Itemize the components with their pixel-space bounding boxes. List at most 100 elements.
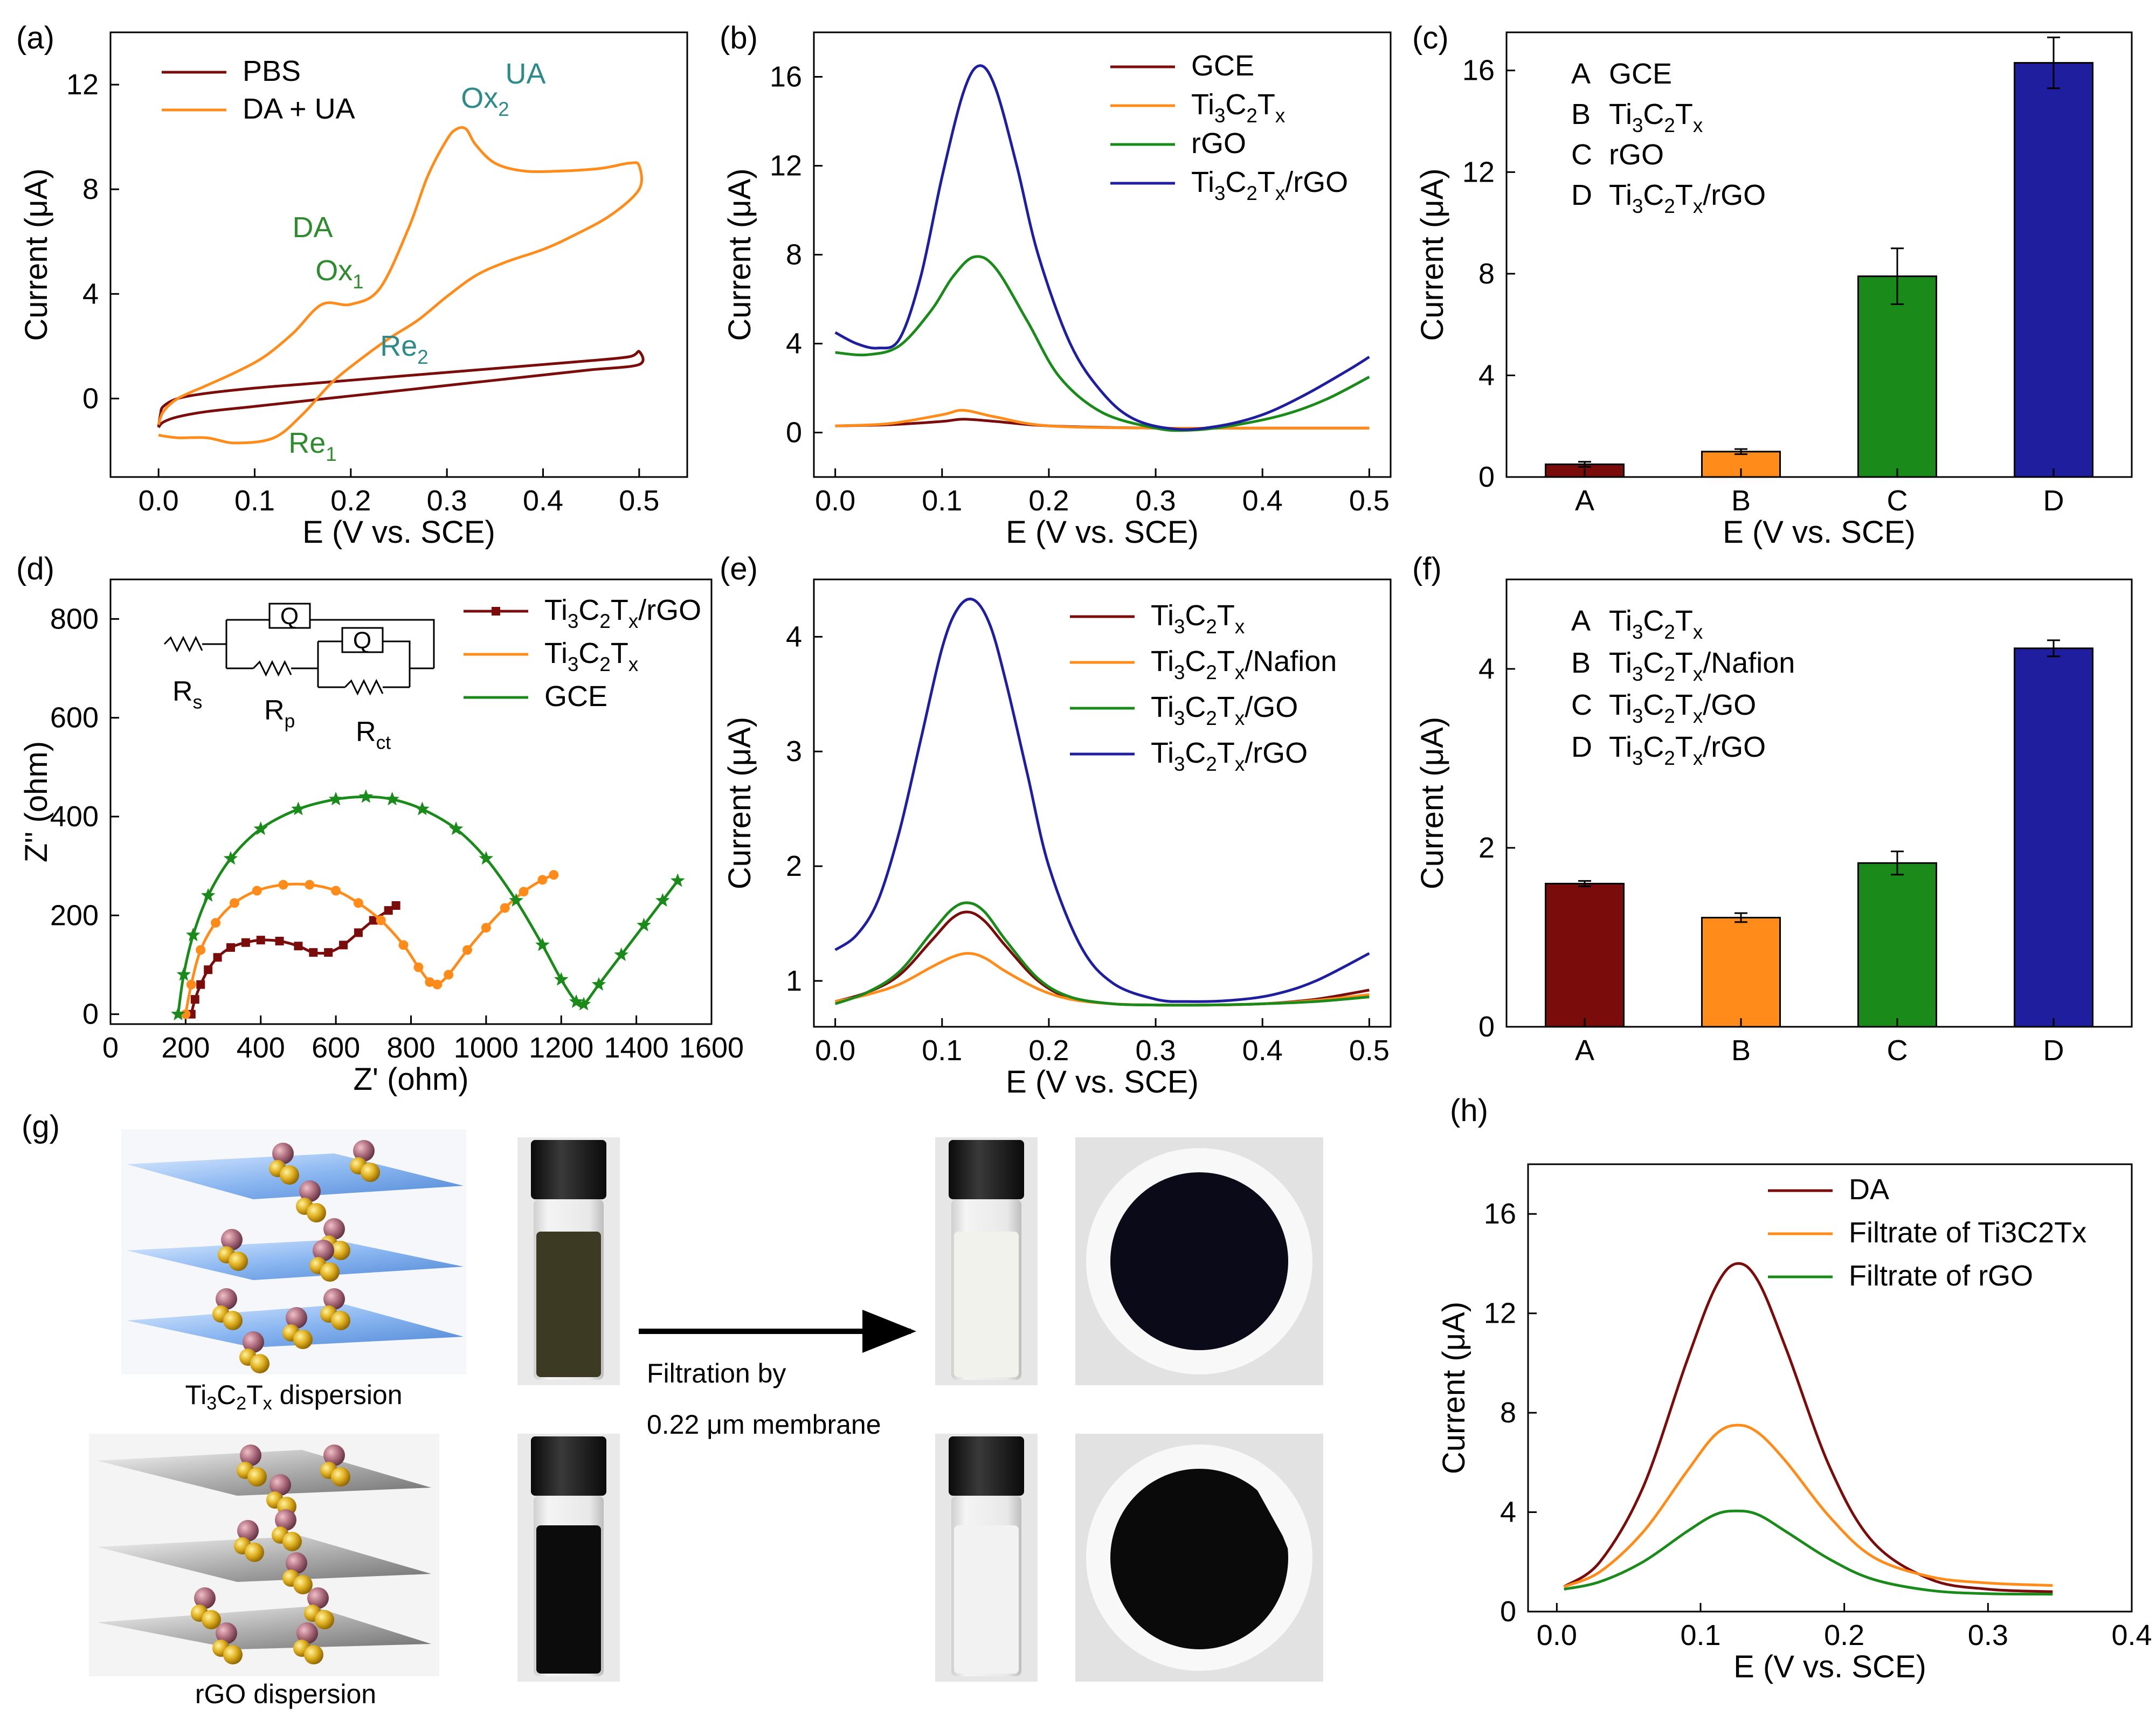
data-point <box>415 801 430 815</box>
plot-frame <box>1505 578 2133 1028</box>
dopamine-molecules-ti <box>212 1140 380 1373</box>
y-axis-title: Current (μA) <box>1415 168 1450 341</box>
panel-e: (e) 0.0 0.1 0.2 0.3 0.4 0.5 1 2 3 4 E (V vs. SCE) Cu… <box>720 551 1392 1100</box>
data-point <box>229 898 239 908</box>
bar-d <box>2014 62 2093 478</box>
panel-label: (e) <box>720 551 758 586</box>
x-tick-label: A <box>1575 485 1594 517</box>
ti3c2tx-dispersion-caption: Ti3C2Tx dispersion <box>185 1380 402 1414</box>
x-axis-title: E (V vs. SCE) <box>1006 1065 1199 1100</box>
x-tick-label: 200 <box>161 1032 210 1064</box>
y-tick-label: 200 <box>50 899 99 931</box>
vial-rgo-dispersion <box>517 1434 620 1682</box>
y-tick-label: 0 <box>82 382 99 414</box>
vial-ti3c2tx-filtrate <box>935 1137 1038 1385</box>
x-tick-label: 600 <box>312 1032 360 1064</box>
legend-label: Ti3C2Tx/rGO <box>1609 179 1766 217</box>
cpe-q1 <box>268 603 311 629</box>
vial-ti3c2tx-dispersion <box>517 1137 620 1385</box>
x-tick-label: B <box>1731 485 1751 517</box>
series-line-pbs <box>157 350 645 428</box>
molecule-atom <box>313 1240 334 1261</box>
data-point <box>537 875 548 885</box>
data-point <box>398 940 409 950</box>
legend-label: Ti3C2Tx <box>1191 88 1285 127</box>
data-point <box>171 1006 185 1020</box>
y-tick-label: 4 <box>1478 653 1495 685</box>
x-tick-label: 0 <box>102 1032 119 1064</box>
molecule-atom <box>361 1163 380 1182</box>
molecule-atom <box>194 1587 216 1609</box>
data-point <box>294 942 303 951</box>
data-point <box>369 916 378 925</box>
legend-label: rGO <box>1609 139 1664 171</box>
data-point <box>211 918 221 928</box>
circuit-label-q: Q <box>280 603 299 630</box>
y-axis-title: Current (μA) <box>722 717 757 889</box>
data-point <box>176 967 191 981</box>
resistor-rp <box>252 660 292 677</box>
series-line-ti3c2txrgo <box>834 597 1370 1003</box>
legend-label: DA + UA <box>243 93 355 125</box>
x-tick-label: 0.4 <box>523 485 563 517</box>
x-axis-title: E (V vs. SCE) <box>1733 1649 1926 1684</box>
data-point <box>278 880 288 890</box>
legend-label: Ti3C2Tx/Nafion <box>1609 647 1795 685</box>
y-tick-label: 0 <box>1478 461 1495 493</box>
legend-label: Ti3C2Tx/rGO <box>1151 737 1308 775</box>
wire <box>383 640 411 687</box>
plot-frame <box>109 31 688 478</box>
y-axis-title: Z'' (ohm) <box>19 741 54 862</box>
x-tick-label: 0.3 <box>427 485 467 517</box>
data-point <box>655 893 670 907</box>
x-tick-label: 0.3 <box>1136 1034 1176 1067</box>
x-tick-label: 1600 <box>679 1032 744 1064</box>
data-point <box>376 915 386 925</box>
x-tick-label: D <box>2043 1034 2064 1067</box>
data-point <box>204 965 213 974</box>
data-point <box>549 870 559 880</box>
y-tick-label: 4 <box>1478 359 1495 391</box>
data-point <box>425 977 435 987</box>
data-point <box>444 970 454 980</box>
molecule-atom <box>323 1288 345 1310</box>
data-point <box>462 945 473 955</box>
y-axis-title: Current (μA) <box>19 168 54 341</box>
x-tick-label: 0.0 <box>815 1034 855 1067</box>
x-tick-label: 0.5 <box>1349 1034 1390 1067</box>
data-point <box>554 972 569 986</box>
y-tick-label: 4 <box>786 328 802 360</box>
y-tick-label: 12 <box>1484 1297 1516 1330</box>
panel-label: (a) <box>16 20 54 56</box>
x-axis-title: E (V vs. SCE) <box>1006 515 1199 550</box>
x-tick-label: 0.4 <box>1242 485 1283 517</box>
data-point <box>201 888 216 902</box>
membrane-rgo <box>1075 1434 1323 1682</box>
series-line-da <box>1563 1262 2053 1593</box>
legend-letter: B <box>1571 647 1591 679</box>
plot-frame <box>813 578 1392 1028</box>
filtration-label-line1: Filtration by <box>647 1358 786 1388</box>
data-point <box>535 937 550 951</box>
x-tick-label: 0.2 <box>1028 1034 1069 1067</box>
x-tick-label: 0.1 <box>234 485 275 517</box>
data-point <box>253 821 268 835</box>
y-tick-label: 8 <box>1478 258 1495 290</box>
bar-c <box>1857 275 1937 478</box>
vial-rgo-filtrate <box>935 1434 1038 1682</box>
molecule-atom <box>304 1645 323 1664</box>
legend-label: GCE <box>1191 50 1254 82</box>
x-tick-label: 0.4 <box>2111 1619 2152 1651</box>
bar-b <box>1701 916 1781 1028</box>
molecule-atom <box>353 1140 375 1162</box>
data-point <box>226 943 235 952</box>
x-tick-label: 0.0 <box>1537 1619 1577 1651</box>
legend-label: Ti3C2Tx <box>1609 605 1703 643</box>
x-tick-label: 0.3 <box>1136 485 1176 517</box>
panel-b: (b) 0.0 0.1 0.2 0.3 0.4 0.5 0 4 8 12 16 E (V vs. SCE… <box>720 20 1392 550</box>
molecule-atom <box>296 1622 318 1644</box>
legend-label: Ti3C2Tx/Nafion <box>1151 645 1337 683</box>
molecule-atom <box>250 1354 270 1373</box>
